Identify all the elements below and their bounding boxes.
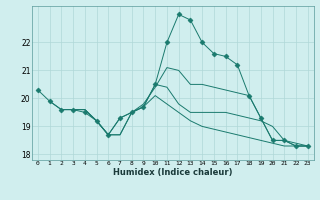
X-axis label: Humidex (Indice chaleur): Humidex (Indice chaleur) bbox=[113, 168, 233, 177]
